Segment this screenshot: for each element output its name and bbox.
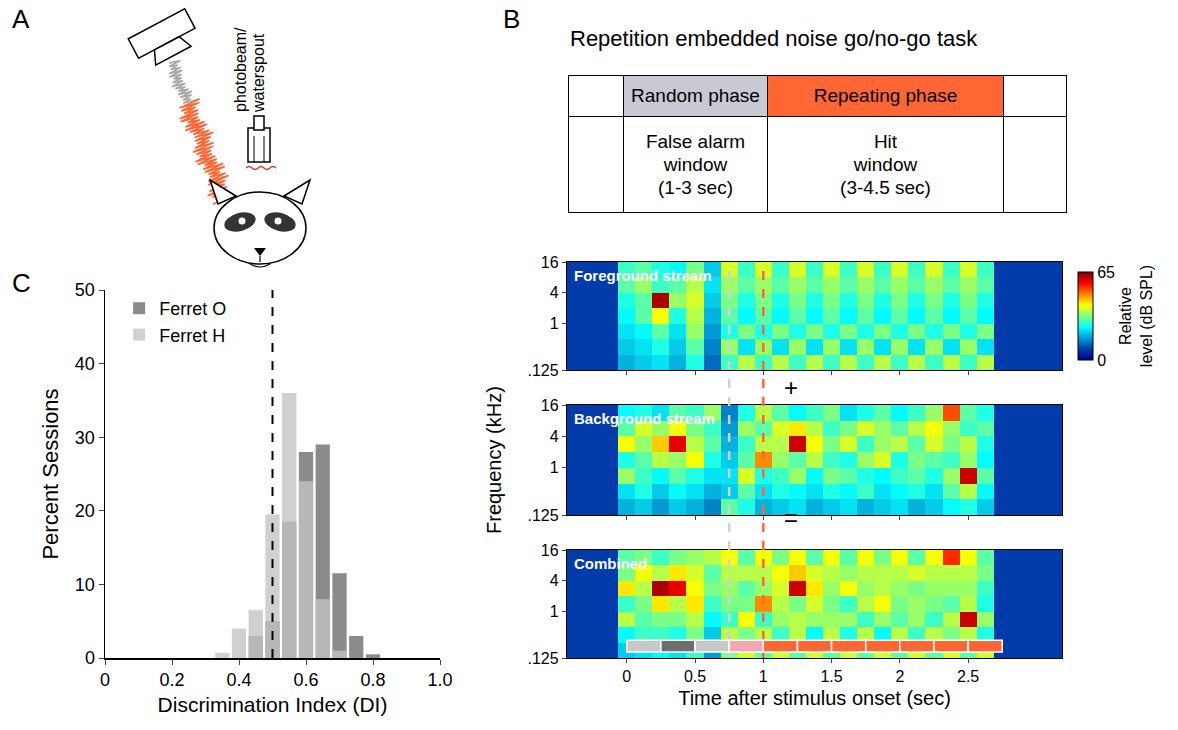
svg-text:0.6: 0.6 [293, 670, 318, 690]
svg-text:40: 40 [75, 354, 95, 374]
html-text:C: C [12, 268, 31, 298]
svg-text:.125: .125 [527, 362, 558, 379]
svg-text:0: 0 [85, 648, 95, 668]
html-text:Repeating phase: Repeating phase [813, 85, 958, 106]
svg-text:Time after stimulus onset (sec: Time after stimulus onset (sec) [678, 687, 951, 709]
svg-text:0: 0 [1097, 352, 1106, 369]
svg-text:Ferret O: Ferret O [159, 299, 226, 319]
svg-text:4: 4 [550, 284, 559, 301]
html-text:False alarm window: False alarm window [645, 131, 746, 175]
svg-text:Combined: Combined [574, 555, 647, 572]
html-text:Repetition embedded noise go/n: Repetition embedded noise go/no-go task [570, 26, 978, 51]
svg-text:50: 50 [75, 280, 95, 300]
svg-text:0: 0 [622, 668, 631, 685]
svg-text:0.8: 0.8 [360, 670, 385, 690]
svg-text:16: 16 [541, 254, 559, 271]
html-text:(1-3 sec): (1-3 sec) [658, 177, 733, 198]
svg-text:1: 1 [759, 668, 768, 685]
svg-text:0.2: 0.2 [159, 670, 184, 690]
html-text:(3-4.5 sec): (3-4.5 sec) [840, 177, 931, 198]
svg-text:0: 0 [100, 670, 110, 690]
svg-text:Discrimination Index (DI): Discrimination Index (DI) [158, 693, 388, 716]
svg-text:Foreground stream: Foreground stream [574, 267, 712, 284]
svg-text:16: 16 [541, 542, 559, 559]
svg-text:0.5: 0.5 [684, 668, 706, 685]
svg-text:1: 1 [550, 315, 559, 332]
svg-text:2.5: 2.5 [957, 668, 979, 685]
svg-text:Frequency (kHz): Frequency (kHz) [483, 386, 505, 534]
svg-text:photobeam/: photobeam/ [232, 27, 249, 112]
svg-text:.125: .125 [527, 507, 558, 524]
svg-text:1: 1 [550, 603, 559, 620]
svg-text:20: 20 [75, 501, 95, 521]
svg-text:=: = [784, 504, 798, 531]
svg-text:10: 10 [75, 575, 95, 595]
html-text:A: A [12, 4, 30, 34]
html-text:Random phase: Random phase [631, 85, 760, 106]
svg-text:+: + [784, 374, 798, 401]
svg-text:1.0: 1.0 [427, 670, 452, 690]
svg-text:Relativelevel (dB SPL): Relativelevel (dB SPL) [1117, 265, 1155, 367]
svg-text:4: 4 [550, 428, 559, 445]
svg-text:Ferret H: Ferret H [159, 326, 225, 346]
svg-text:30: 30 [75, 428, 95, 448]
svg-text:16: 16 [541, 397, 559, 414]
svg-text:Background stream: Background stream [574, 410, 715, 427]
svg-text:waterspout: waterspout [250, 33, 267, 113]
svg-text:Percent Sessions: Percent Sessions [38, 388, 63, 559]
svg-text:2: 2 [895, 668, 904, 685]
svg-text:0.4: 0.4 [226, 670, 251, 690]
html-text:Hit window: Hit window [853, 131, 918, 175]
svg-text:1.5: 1.5 [820, 668, 842, 685]
svg-text:.125: .125 [527, 650, 558, 667]
svg-text:65: 65 [1097, 264, 1115, 281]
svg-text:1: 1 [550, 459, 559, 476]
svg-text:4: 4 [550, 572, 559, 589]
html-text:B: B [503, 4, 521, 34]
